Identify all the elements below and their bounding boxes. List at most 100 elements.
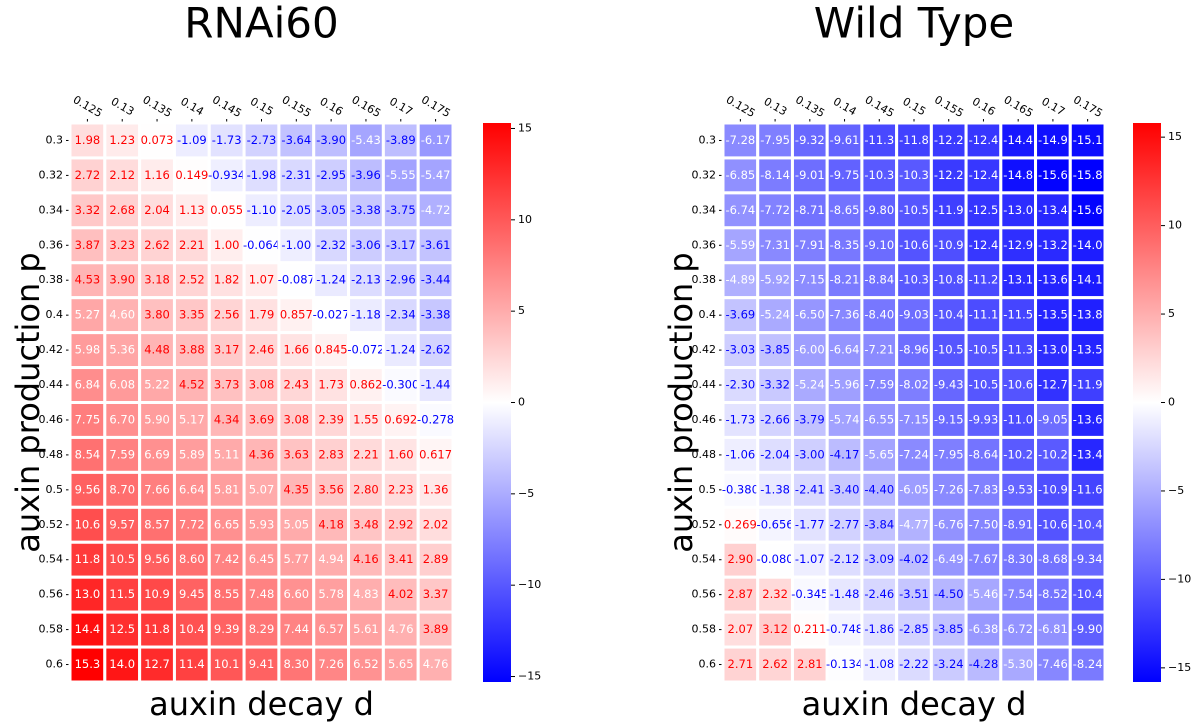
cell-label: -9.90 [1073,622,1103,636]
cell-label: -12.7 [1038,378,1068,392]
cell-label: -2.95 [316,168,346,182]
cell-label: 0.055 [210,203,243,217]
cell-label: 2.32 [762,587,788,601]
cell-label: -12.5 [969,203,999,217]
x-axis-label: auxin decay d [149,685,374,723]
cell-label: -4.28 [969,657,999,671]
x-tick-label: 0.165 [349,93,383,120]
cell-label: 3.37 [423,587,449,601]
cell-label: 9.57 [109,517,135,531]
cell-label: -15.1 [1073,133,1103,147]
cell-label: 5.22 [144,378,170,392]
cell-label: -0.072 [347,343,384,357]
heatmap-cell [416,540,455,579]
cell-label: -9.75 [830,168,860,182]
x-tick-label: 0.15 [900,95,928,119]
heatmap-cell [721,401,760,439]
cell-label: -1.06 [725,447,755,461]
cell-label: -0.748 [826,622,863,636]
cell-label: 10.5 [109,552,135,566]
y-tick-label: 0.5 [699,483,717,496]
cell-label: -0.300 [382,378,419,392]
heatmap-cell [790,505,829,544]
cell-label: -8.21 [830,273,860,287]
cell-label: -7.31 [760,238,790,252]
y-tick-label: 0.6 [699,658,717,671]
cell-label: 4.76 [388,622,414,636]
cell-label: -8.40 [864,308,894,322]
cell-label: 6.60 [284,587,310,601]
cell-label: -1.73 [725,412,755,426]
cell-label: -8.96 [899,343,929,357]
heatmap-cell [416,435,455,474]
cell-label: -13.8 [1073,308,1103,322]
cell-label: 4.83 [353,587,379,601]
x-tick-label: 0.14 [831,95,859,119]
heatmap-cell [1068,505,1107,544]
cell-label: 2.83 [318,447,344,461]
heatmap-cell [825,191,864,230]
cell-label: -15.8 [1073,168,1103,182]
heatmap-cell [138,435,176,474]
cell-label: -3.89 [386,133,416,147]
cell-label: 5.98 [75,343,101,357]
x-tick-label: 0.175 [419,93,453,120]
heatmap-cell [242,575,281,614]
cell-label: -1.24 [386,343,416,357]
cell-label: 8.54 [75,447,101,461]
cell-label: -8.35 [830,238,860,252]
heatmap-cell [347,156,385,195]
y-tick-label: 0.54 [39,553,64,566]
heatmap-cell [895,435,933,474]
y-tick-label: 0.48 [692,448,717,461]
y-axis-label: auxin production p [662,252,700,552]
cell-label: 3.18 [144,273,170,287]
cell-label: 4.94 [318,552,344,566]
cell-label: 13.0 [75,587,101,601]
x-tick-label: 0.17 [1039,95,1067,119]
cell-label: -3.09 [864,552,894,566]
cell-label: 3.87 [75,238,101,252]
cell-label: -7.36 [830,308,860,322]
cell-label: -4.77 [899,517,929,531]
cell-label: -7.83 [969,482,999,496]
cell-label: -2.30 [725,378,755,392]
heatmap-cell [277,540,316,579]
cell-label: 2.04 [144,203,170,217]
cell-label: 2.52 [179,273,205,287]
x-tick-label: 0.135 [793,93,827,120]
cell-label: -5.30 [1003,657,1033,671]
cell-label: -13.2 [1038,238,1068,252]
cell-label: 12.7 [144,657,170,671]
cell-label: -2.34 [386,308,416,322]
cell-label: -11.2 [969,273,999,287]
cell-label: 3.35 [179,308,205,322]
cell-label: 4.36 [249,447,275,461]
heatmap-cell [929,645,968,684]
cell-label: 9.56 [75,482,101,496]
cell-label: -9.15 [934,412,964,426]
y-tick-label: 0.44 [692,378,717,391]
cell-label: 3.80 [144,308,170,322]
cell-label: -5.96 [830,378,860,392]
cell-label: -0.027 [313,308,350,322]
cell-label: -10.5 [899,203,929,217]
y-tick-label: 0.48 [39,448,64,461]
cell-label: -7.21 [864,343,894,357]
cell-label: 10.1 [214,657,240,671]
cell-label: -6.50 [795,308,825,322]
cell-label: -8.14 [760,168,790,182]
cell-label: -6.49 [934,552,964,566]
cell-label: -3.17 [386,238,416,252]
cell-label: -3.79 [795,412,825,426]
cell-label: -0.656 [757,517,794,531]
cell-label: 4.60 [109,308,135,322]
cell-label: 0.149 [175,168,208,182]
cell-label: 2.89 [423,552,449,566]
heatmap-cell [138,470,176,509]
cell-label: 5.89 [179,447,205,461]
heatmap-cell [1068,575,1107,614]
cell-label: -0.134 [826,657,863,671]
cell-label: 3.69 [249,412,275,426]
